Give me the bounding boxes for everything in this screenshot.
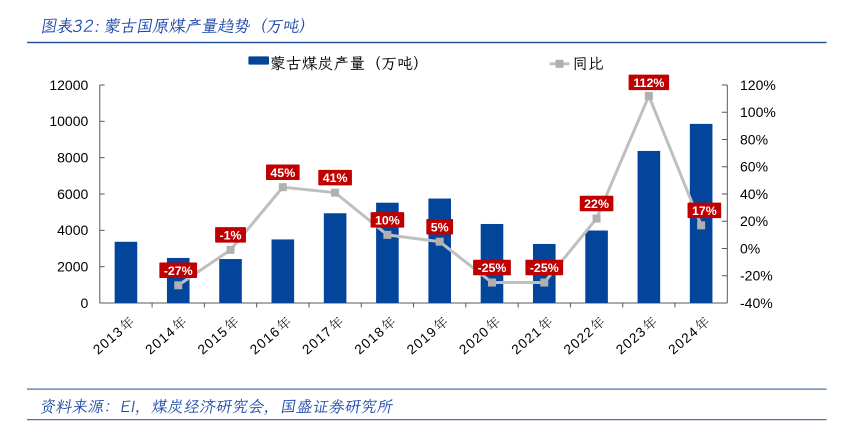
svg-text:10000: 10000 xyxy=(49,113,88,129)
svg-text:45%: 45% xyxy=(270,166,295,180)
svg-text:5%: 5% xyxy=(431,220,449,234)
svg-text:0: 0 xyxy=(81,295,89,311)
svg-text:-1%: -1% xyxy=(220,228,242,242)
svg-text:2000: 2000 xyxy=(57,259,88,275)
svg-text:22%: 22% xyxy=(584,197,609,211)
svg-text:40%: 40% xyxy=(740,186,768,202)
svg-text:80%: 80% xyxy=(740,131,768,147)
svg-text:-20%: -20% xyxy=(740,268,773,284)
svg-text:6000: 6000 xyxy=(57,186,88,202)
svg-text:17%: 17% xyxy=(692,204,717,218)
svg-text:120%: 120% xyxy=(740,77,776,93)
svg-text:60%: 60% xyxy=(740,159,768,175)
svg-text:-25%: -25% xyxy=(478,261,507,275)
svg-text:8000: 8000 xyxy=(57,150,88,166)
svg-text:12000: 12000 xyxy=(49,77,88,93)
svg-text:20%: 20% xyxy=(740,213,768,229)
svg-text:-27%: -27% xyxy=(164,264,193,278)
svg-text:41%: 41% xyxy=(323,171,348,185)
svg-text:-40%: -40% xyxy=(740,295,773,311)
svg-text:-25%: -25% xyxy=(530,261,559,275)
svg-text:4000: 4000 xyxy=(57,222,88,238)
svg-text:10%: 10% xyxy=(375,213,400,227)
svg-text:0%: 0% xyxy=(740,240,760,256)
svg-text:100%: 100% xyxy=(740,104,776,120)
svg-text:112%: 112% xyxy=(633,76,664,90)
